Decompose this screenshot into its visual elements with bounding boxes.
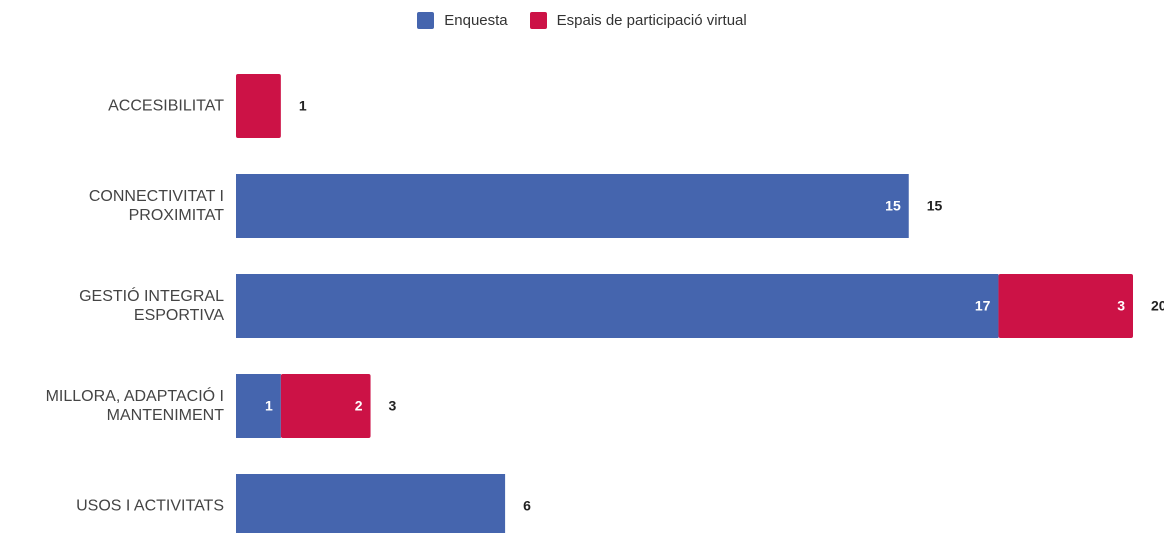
legend-swatch <box>529 12 547 29</box>
bar-segment <box>236 474 506 533</box>
total-label: 20 <box>1151 298 1164 314</box>
legend-item: Espais de participació virtual <box>529 12 747 29</box>
segment-label: 1 <box>265 398 273 414</box>
category-label: ACCESIBILITAT <box>108 97 224 115</box>
bar-segment <box>236 274 999 338</box>
segment-label: 3 <box>1117 298 1125 314</box>
category-label: USOS I ACTIVITATS <box>76 497 224 515</box>
legend-item: Enquesta <box>417 12 508 29</box>
category-label: GESTIÓ INTEGRAL ESPORTIVA <box>79 288 224 324</box>
segment-label: 15 <box>885 198 901 214</box>
total-label: 1 <box>299 98 307 114</box>
bar-segment <box>236 374 281 438</box>
segment-label: 2 <box>355 398 363 414</box>
legend-label: Enquesta <box>444 12 508 29</box>
bar-segment <box>998 274 1133 338</box>
bar-segment <box>236 74 281 138</box>
legend-swatch <box>417 12 435 29</box>
category-label: MILLORA, ADAPTACIÓ I MANTENIMENT <box>45 388 224 424</box>
category-label: CONNECTIVITAT I PROXIMITAT <box>88 188 224 224</box>
legend: Enquesta Espais de participació virtual <box>0 12 1164 29</box>
total-label: 6 <box>523 498 531 514</box>
total-label: 15 <box>927 198 943 214</box>
bar-segment <box>280 374 371 438</box>
legend-label: Espais de participació virtual <box>556 12 747 29</box>
bar-segment <box>236 174 909 238</box>
segment-label: 17 <box>975 298 991 314</box>
total-label: 3 <box>389 398 397 414</box>
